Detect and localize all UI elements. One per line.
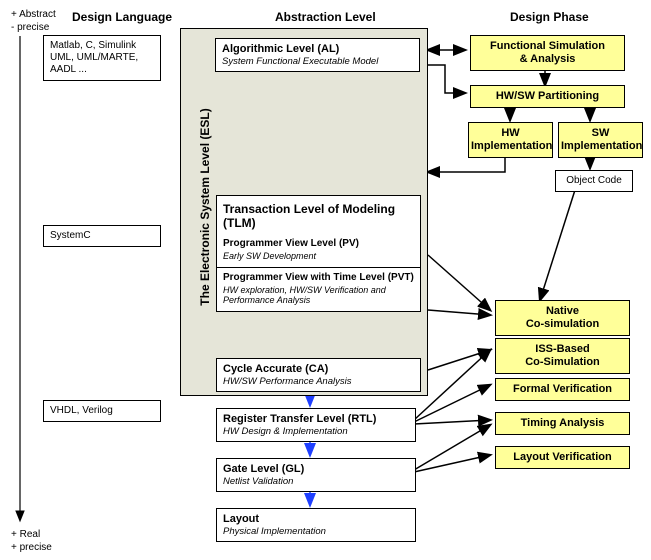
lang-box-matlab: Matlab, C, Simulink UML, UML/MARTE, AADL… xyxy=(43,35,161,81)
lang-box-vhdl: VHDL, Verilog xyxy=(43,400,161,422)
header-abstraction-level: Abstraction Level xyxy=(275,10,376,24)
tlm-pvt-title: Programmer View with Time Level (PVT) xyxy=(217,268,420,283)
level-layout-title: Layout xyxy=(223,513,409,525)
level-rtl-subtitle: HW Design & Implementation xyxy=(223,426,409,437)
tlm-pv-desc: Early SW Development xyxy=(217,249,420,267)
level-al-title: Algorithmic Level (AL) xyxy=(222,43,413,55)
header-design-phase: Design Phase xyxy=(510,10,589,24)
level-tlm-title: Transaction Level of Modeling (TLM) xyxy=(217,196,420,234)
phase-layout-verif: Layout Verification xyxy=(495,446,630,469)
axis-bottom-label: + Real + precise xyxy=(11,528,52,554)
header-design-language: Design Language xyxy=(72,10,172,24)
level-tlm: Transaction Level of Modeling (TLM) Prog… xyxy=(216,195,421,312)
level-gl-title: Gate Level (GL) xyxy=(223,463,409,475)
phase-formal-verif: Formal Verification xyxy=(495,378,630,401)
phase-hw-impl: HW Implementation xyxy=(468,122,553,158)
level-gl-subtitle: Netlist Validation xyxy=(223,476,409,487)
phase-native-cosim: Native Co-simulation xyxy=(495,300,630,336)
phase-functional-sim: Functional Simulation & Analysis xyxy=(470,35,625,71)
level-layout: Layout Physical Implementation xyxy=(216,508,416,542)
tlm-pvt-desc: HW exploration, HW/SW Verification and P… xyxy=(217,283,420,311)
phase-object-code: Object Code xyxy=(555,170,633,192)
phase-partitioning: HW/SW Partitioning xyxy=(470,85,625,108)
level-gl: Gate Level (GL) Netlist Validation xyxy=(216,458,416,492)
phase-sw-impl: SW Implementation xyxy=(558,122,643,158)
level-ca-title: Cycle Accurate (CA) xyxy=(223,363,414,375)
esl-label: The Electronic System Level (ESL) xyxy=(198,97,212,317)
level-layout-subtitle: Physical Implementation xyxy=(223,526,409,537)
level-ca-subtitle: HW/SW Performance Analysis xyxy=(223,376,414,387)
axis-top-label: + Abstract - precise xyxy=(11,8,56,34)
tlm-pv-title: Programmer View Level (PV) xyxy=(217,234,420,249)
level-al-subtitle: System Functional Executable Model xyxy=(222,56,413,67)
level-rtl-title: Register Transfer Level (RTL) xyxy=(223,413,409,425)
level-al: Algorithmic Level (AL) System Functional… xyxy=(215,38,420,72)
phase-timing: Timing Analysis xyxy=(495,412,630,435)
lang-box-systemc: SystemC xyxy=(43,225,161,247)
level-rtl: Register Transfer Level (RTL) HW Design … xyxy=(216,408,416,442)
phase-iss-cosim: ISS-Based Co-Simulation xyxy=(495,338,630,374)
level-ca: Cycle Accurate (CA) HW/SW Performance An… xyxy=(216,358,421,392)
